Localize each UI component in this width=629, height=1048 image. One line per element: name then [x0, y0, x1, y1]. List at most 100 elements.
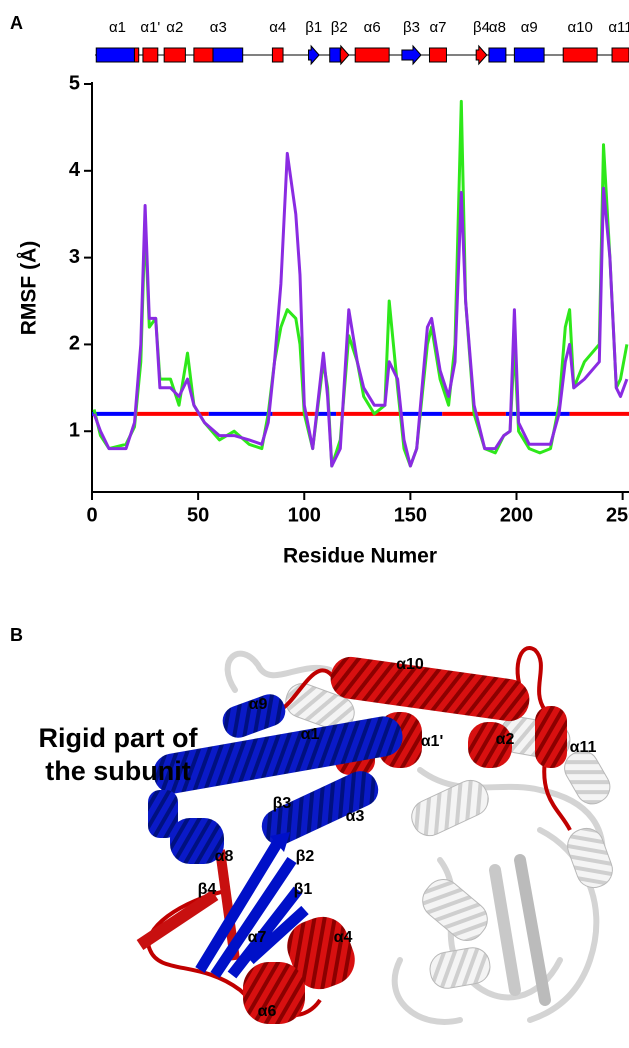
- coil: [224, 650, 333, 693]
- helix: [163, 47, 186, 63]
- helix: [535, 706, 567, 768]
- x-axis-title: Residue Numer: [283, 545, 437, 568]
- x-tick-label: 50: [187, 504, 209, 526]
- ss-label: α10: [568, 19, 593, 36]
- structure-label: α3: [346, 808, 365, 825]
- structure-label: α7: [248, 929, 267, 946]
- structure-label: α2: [496, 731, 515, 748]
- structure-label: β1: [294, 881, 313, 898]
- helix: [271, 47, 284, 63]
- x-tick-label: 150: [394, 504, 427, 526]
- structure-label: α10: [396, 656, 424, 673]
- helix: [285, 683, 355, 731]
- structure-label: α1: [301, 726, 320, 743]
- series-line: [92, 151, 629, 468]
- structure-label: α1': [421, 733, 444, 750]
- y-tick-label: 1: [69, 420, 80, 442]
- annotation: the subunit: [45, 756, 190, 786]
- panel-label: A: [10, 13, 23, 33]
- annotation: Rigid part of: [39, 723, 199, 753]
- x-tick-label: 100: [288, 504, 321, 526]
- helix: [212, 47, 244, 63]
- coil: [542, 759, 572, 831]
- helix: [429, 947, 491, 989]
- structure-label: α4: [334, 929, 353, 946]
- x-tick-label: 200: [500, 504, 533, 526]
- ss-label: β4: [473, 19, 490, 36]
- strand: [329, 47, 341, 63]
- helix: [287, 916, 355, 990]
- strand: [195, 839, 309, 979]
- y-tick-label: 3: [69, 246, 80, 268]
- x-tick-label: 250: [606, 504, 629, 526]
- helix: [411, 779, 489, 837]
- series-line: [92, 99, 629, 468]
- rigid-part: [148, 694, 403, 979]
- helix: [562, 47, 598, 63]
- coil: [515, 646, 547, 712]
- y-tick-label: 5: [69, 72, 80, 94]
- plot: 12345050100150200250α1α1'α2α3α4β1β2α6β3α…: [69, 19, 629, 526]
- helix: [222, 694, 286, 738]
- ss-label: α9: [521, 19, 538, 36]
- ss-label: β1: [305, 19, 322, 36]
- helix: [611, 47, 629, 63]
- ss-label: α7: [429, 19, 446, 36]
- panel-label: B: [10, 625, 23, 645]
- strand: [339, 44, 350, 66]
- strand: [307, 44, 320, 66]
- structure-label: α8: [215, 848, 234, 865]
- ss-label: α11: [608, 19, 629, 36]
- helix: [193, 47, 214, 63]
- structure-label: β3: [273, 795, 292, 812]
- ss-label: α4: [269, 19, 286, 36]
- y-tick-label: 4: [69, 159, 81, 181]
- ss-label: α6: [364, 19, 381, 36]
- ss-label: α1: [109, 19, 126, 36]
- arrowhead: [270, 832, 290, 852]
- ss-label: α8: [489, 19, 506, 36]
- y-tick-label: 2: [69, 333, 80, 355]
- helix: [95, 47, 135, 63]
- x-tick-label: 0: [86, 504, 97, 526]
- strand: [136, 890, 219, 950]
- strand: [401, 44, 422, 66]
- ss-label: β3: [403, 19, 420, 36]
- helix: [153, 716, 403, 794]
- coil: [391, 957, 463, 1025]
- ss-label: β2: [331, 19, 348, 36]
- helix: [428, 47, 447, 63]
- strand: [475, 44, 488, 66]
- helix: [261, 771, 379, 845]
- helix: [142, 47, 159, 63]
- structure-label: α6: [258, 1003, 277, 1020]
- strand: [514, 854, 551, 1006]
- protein-structure: [136, 646, 613, 1025]
- secondary-structure: [95, 44, 629, 66]
- structure-label: α11: [570, 739, 597, 756]
- helix: [170, 818, 224, 864]
- structure-labels: α10 α9 α1 α1' α2 α11 β3 α3 β2 α8 β4 β1 α7 α4 α6: [198, 656, 597, 1020]
- helix: [354, 47, 390, 63]
- ss-label: α1': [140, 19, 160, 36]
- helix: [422, 879, 488, 941]
- helix: [513, 47, 545, 63]
- ss-label: α3: [210, 19, 227, 36]
- helix: [567, 827, 613, 889]
- helix: [564, 750, 611, 805]
- helix: [133, 47, 140, 63]
- strand: [489, 864, 521, 996]
- structure-label: α9: [249, 696, 268, 713]
- plot-area: [92, 99, 629, 468]
- y-axis-title: RMSF (Å): [17, 241, 41, 335]
- structure-label: β2: [296, 848, 315, 865]
- helix: [330, 656, 530, 722]
- helix: [488, 47, 507, 63]
- ss-label: α2: [166, 19, 183, 36]
- helix: [468, 722, 512, 768]
- helix: [148, 790, 178, 838]
- helix: [243, 962, 305, 1024]
- structure-label: β4: [198, 881, 217, 898]
